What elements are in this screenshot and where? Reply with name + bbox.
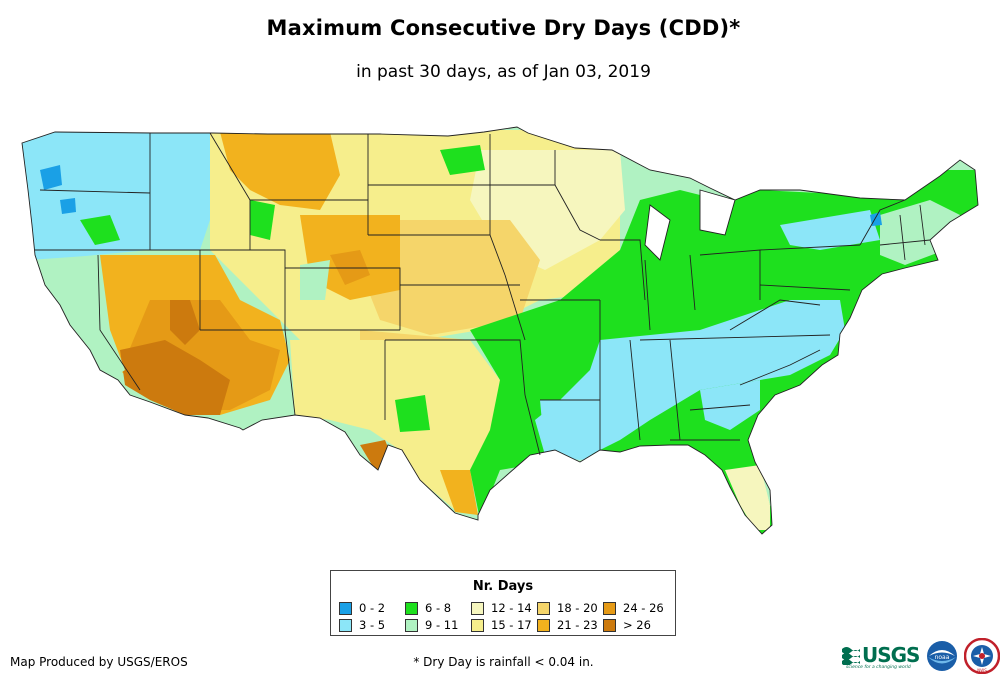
legend-label: 6 - 8 bbox=[425, 601, 452, 615]
legend-item: 3 - 5 bbox=[339, 618, 405, 632]
legend-label: 12 - 14 bbox=[491, 601, 532, 615]
usgs-tagline: science for a changing world bbox=[846, 665, 911, 670]
nws-logo-icon: NWS bbox=[964, 638, 1000, 674]
legend: Nr. Days 0 - 2 6 - 8 12 - 14 18 - 20 24 … bbox=[330, 570, 676, 636]
dry-day-footnote: * Dry Day is rainfall < 0.04 in. bbox=[413, 655, 594, 669]
agency-logos: USGS science for a changing world noaa N… bbox=[842, 638, 1002, 676]
noaa-wordmark: noaa bbox=[935, 654, 950, 661]
legend-item: 18 - 20 bbox=[537, 601, 603, 615]
legend-item: 9 - 11 bbox=[405, 618, 471, 632]
map-subtitle: in past 30 days, as of Jan 03, 2019 bbox=[356, 62, 651, 82]
legend-swatch bbox=[537, 618, 550, 632]
usgs-logo-icon: USGS bbox=[842, 643, 920, 667]
legend-swatch bbox=[471, 601, 484, 615]
legend-swatch bbox=[603, 601, 616, 615]
usgs-wordmark: USGS bbox=[862, 643, 920, 667]
nws-wordmark: NWS bbox=[977, 668, 987, 673]
legend-label: 24 - 26 bbox=[623, 601, 664, 615]
legend-swatch bbox=[537, 601, 550, 615]
legend-label: 3 - 5 bbox=[359, 618, 386, 632]
legend-label: 0 - 2 bbox=[359, 601, 386, 615]
map-producer-credit: Map Produced by USGS/EROS bbox=[10, 655, 188, 669]
legend-item: 15 - 17 bbox=[471, 618, 537, 632]
legend-swatch bbox=[339, 601, 352, 615]
legend-item: 0 - 2 bbox=[339, 601, 405, 615]
legend-swatch bbox=[405, 601, 418, 615]
legend-swatch bbox=[471, 618, 484, 632]
legend-swatch bbox=[339, 618, 352, 632]
legend-item: > 26 bbox=[603, 618, 669, 632]
legend-label: > 26 bbox=[623, 618, 651, 632]
legend-label: 18 - 20 bbox=[557, 601, 598, 615]
legend-item: 6 - 8 bbox=[405, 601, 471, 615]
legend-swatch bbox=[405, 618, 418, 632]
map-title: Maximum Consecutive Dry Days (CDD)* bbox=[266, 16, 741, 40]
legend-swatch bbox=[603, 618, 616, 632]
noaa-logo-icon: noaa bbox=[927, 641, 957, 671]
legend-label: 21 - 23 bbox=[557, 618, 598, 632]
legend-title: Nr. Days bbox=[472, 579, 534, 594]
legend-label: 9 - 11 bbox=[425, 618, 459, 632]
legend-item: 12 - 14 bbox=[471, 601, 537, 615]
legend-item: 24 - 26 bbox=[603, 601, 669, 615]
legend-grid: 0 - 2 6 - 8 12 - 14 18 - 20 24 - 26 3 - … bbox=[339, 601, 669, 632]
cdd-map bbox=[21, 126, 979, 535]
legend-label: 15 - 17 bbox=[491, 618, 532, 632]
usgs-wave-icon bbox=[842, 647, 860, 665]
legend-item: 21 - 23 bbox=[537, 618, 603, 632]
